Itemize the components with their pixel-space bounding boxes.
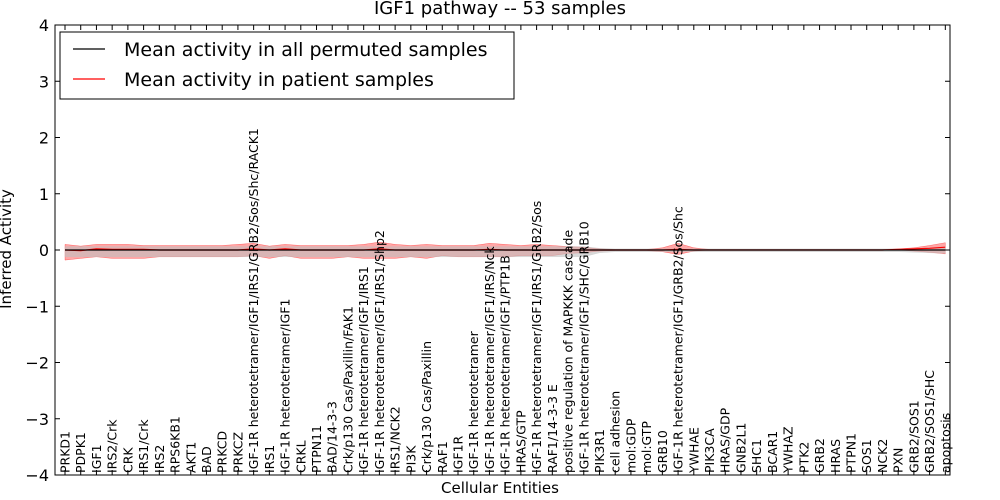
x-tick-label: IRS1 (262, 445, 277, 473)
x-tick-label: AKT1 (183, 442, 198, 473)
x-tick-label: HRAS/GTP (513, 410, 528, 473)
x-tick-label: YWHAE (686, 427, 701, 474)
x-tick-label: PDPK1 (73, 432, 88, 473)
chart-title: IGF1 pathway -- 53 samples (374, 0, 626, 19)
x-tick-label: IRS2/Crk (105, 419, 120, 473)
x-tick-label: BCAR1 (765, 431, 780, 473)
y-axis-label: Inferred Activity (0, 189, 15, 309)
y-tick-label: 2 (39, 129, 49, 148)
legend-label-patient: Mean activity in patient samples (124, 69, 434, 91)
x-axis-label: Cellular Entities (441, 479, 559, 497)
x-tick-label: IGF-1R heterotetramer/IGF1/IRS1 (356, 266, 371, 473)
x-tick-label: NCK2 (875, 439, 890, 473)
x-tick-label: GRB2 (812, 438, 827, 473)
y-tick-label: −4 (25, 466, 49, 485)
x-tick-label: IGF-1R heterotetramer/IGF1/PTP1B (498, 255, 513, 473)
y-tick-label: −1 (25, 297, 49, 316)
x-tick-label: Crk/p130 Cas/Paxillin (419, 341, 434, 473)
y-tick-label: −3 (25, 410, 49, 429)
x-tick-label: IRS1/NCK2 (388, 406, 403, 473)
x-tick-label: PTPN1 (844, 433, 859, 473)
x-tick-label: PIK3CA (702, 428, 717, 473)
y-tick-labels: −4 −3 −2 −1 0 1 2 3 4 (25, 16, 49, 485)
x-tick-label: SHC1 (749, 439, 764, 473)
x-tick-label: PRKCD (215, 431, 230, 473)
x-tick-label: BAD (199, 446, 214, 473)
x-tick-label: IGF-1R heterotetramer/IGF1/SHC/GRB10 (576, 221, 591, 473)
y-tick-label: −2 (25, 354, 49, 373)
x-tick-label: mol:GDP (623, 418, 638, 473)
x-tick-label: HRAS (828, 439, 843, 473)
x-tick-label: CRK (120, 447, 135, 473)
x-tick-label: IGF-1R heterotetramer/IGF1/IRS1/GRB2/Sos (529, 201, 544, 473)
x-tick-label: PTPN11 (309, 425, 324, 473)
x-tick-label: PXN (891, 448, 906, 473)
series-lines (64, 246, 946, 252)
x-tick-label: Crk/p130 Cas/Paxillin/FAK1 (341, 306, 356, 473)
x-tick-label: GRB2/SOS1 (906, 400, 921, 473)
x-tick-label: PTK2 (796, 442, 811, 473)
x-tick-label: IRS2 (152, 445, 167, 473)
y-tick-label: 1 (39, 185, 49, 204)
y-tick-label: 3 (39, 72, 49, 91)
x-tick-label: GRB10 (655, 430, 670, 473)
y-tick-label: 0 (39, 241, 49, 260)
x-tick-label: PRKD1 (58, 431, 73, 473)
y-tick-label: 4 (39, 16, 49, 35)
x-tick-label: positive regulation of MAPKKK cascade (561, 230, 576, 473)
x-tick-label: IGF1R (451, 435, 466, 473)
x-tick-label: IGF-1R heterotetramer (466, 330, 481, 473)
x-tick-labels: PRKD1 PDPK1 IGF1 IRS2/Crk CRK IRS1/Crk IRS2 RPS… (58, 128, 953, 474)
x-tick-label: mol:GTP (639, 421, 654, 473)
x-tick-label: apoptosis (938, 413, 953, 473)
x-tick-label: IRS1/Crk (136, 419, 151, 473)
x-tick-label: PRKCZ (230, 432, 245, 473)
x-tick-label: CRKL (293, 440, 308, 473)
x-tick-label: YWHAZ (781, 426, 796, 474)
legend: Mean activity in all permuted samples Me… (59, 31, 515, 100)
x-tick-label: RAF1/14-3-3 E (545, 384, 560, 473)
legend-label-permuted: Mean activity in all permuted samples (124, 39, 487, 61)
x-tick-label: PIK3R1 (592, 429, 607, 473)
x-tick-label: cell adhesion (608, 391, 623, 473)
x-tick-label: IGF1 (89, 444, 104, 473)
x-tick-label: RAF1 (435, 441, 450, 473)
x-tick-label: PI3K (403, 445, 418, 473)
plot-frame (54, 24, 951, 476)
x-tick-label: IGF-1R heterotetramer/IGF1/IRS1/Shp2 (372, 230, 387, 473)
x-tick-label: RPS6KB1 (168, 416, 183, 473)
x-tick-label: IGF-1R heterotetramer/IGF1/IRS/Nck (482, 246, 497, 473)
legend-box (59, 31, 515, 100)
x-tick-label: IGF-1R heterotetramer/IGF1 (278, 299, 293, 473)
x-tick-label: HRAS/GDP (718, 407, 733, 473)
x-tick-label: IGF-1R heterotetramer/IGF1/GRB2/Sos/Shc (671, 206, 686, 473)
x-tick-label: IGF-1R heterotetramer/IGF1/IRS1/GRB2/Sos… (246, 128, 261, 473)
x-tick-label: GNB2L1 (734, 423, 749, 473)
x-tick-label: GRB2/SOS1/SHC (922, 370, 937, 473)
x-tick-label: BAD/14-3-3 (325, 401, 340, 473)
x-tick-label: SOS1 (859, 439, 874, 473)
